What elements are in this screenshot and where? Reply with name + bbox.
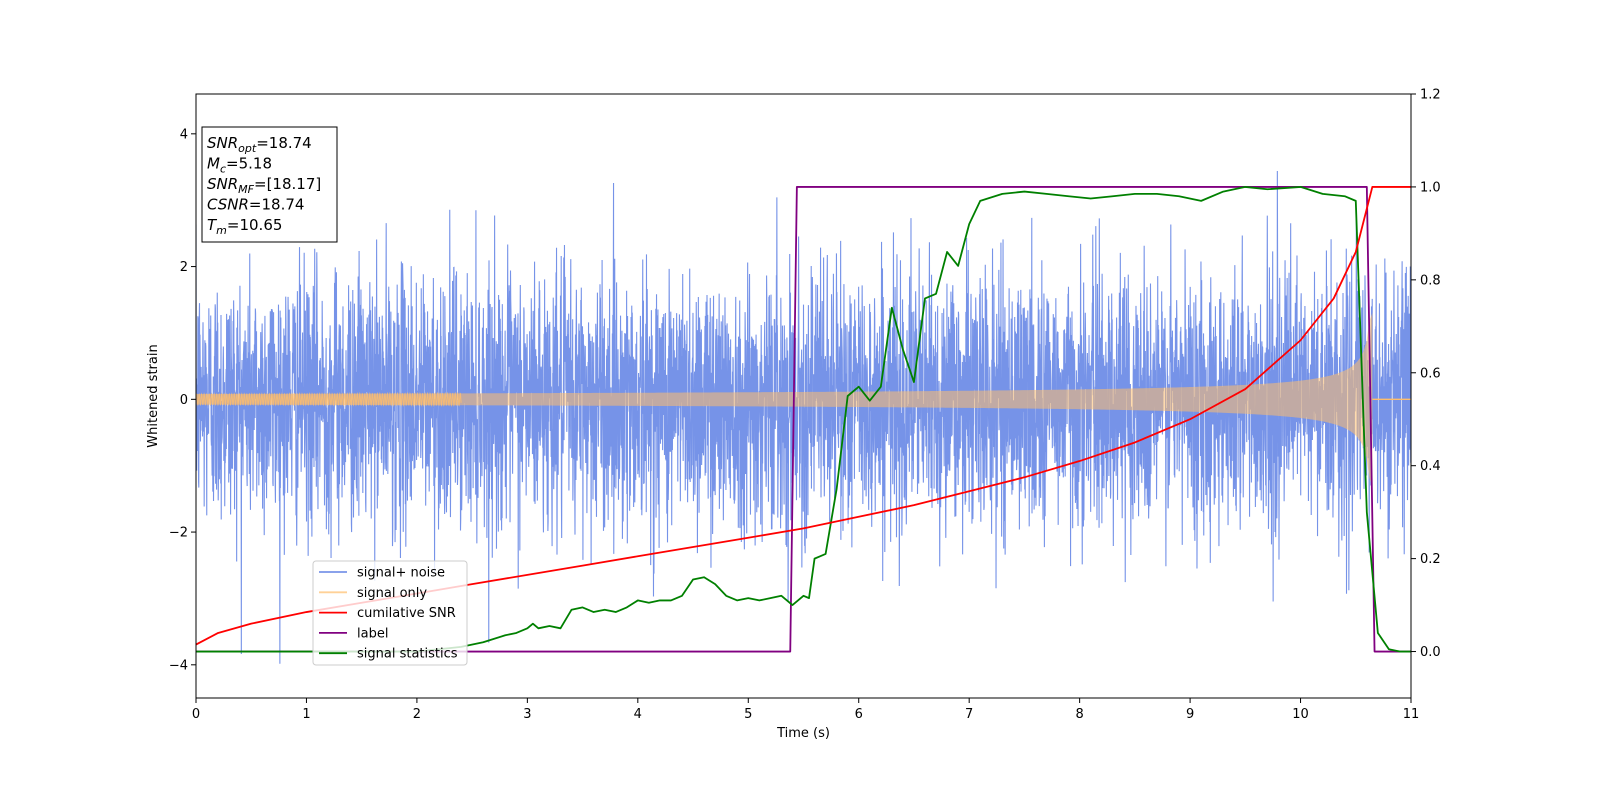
x-tick-label: 1 [302, 707, 310, 722]
y-axis-right: 0.0 0.2 0.4 0.6 0.8 1.0 1.2 [1411, 88, 1441, 660]
series-label-line [196, 186, 1411, 653]
y-tick-label: 2 [180, 260, 188, 275]
legend-label-signal-only: signal only [357, 586, 427, 601]
x-tick-label: 11 [1403, 707, 1420, 722]
x-tick-label: 3 [523, 707, 531, 722]
y-tick-label: 0 [180, 393, 188, 408]
y2-tick-label: 0.2 [1420, 552, 1441, 567]
annotation-line: SNRopt=18.74 [207, 134, 312, 155]
x-axis-label: Time (s) [776, 726, 830, 741]
legend: signal+ noise signal only cumilative SNR la… [312, 560, 468, 666]
x-tick-label: 9 [1186, 707, 1194, 722]
x-tick-label: 6 [855, 707, 863, 722]
y2-tick-label: 0.6 [1420, 366, 1441, 381]
series-signal-plus-noise [196, 170, 1411, 664]
series-signal-statistics-line [196, 186, 1411, 653]
x-tick-label: 8 [1075, 707, 1083, 722]
y2-tick-label: 0.8 [1420, 273, 1441, 288]
y2-tick-label: 1.2 [1420, 88, 1441, 103]
annotation-line: CSNR=18.74 [207, 196, 304, 214]
y-axis-left: −4 −2 0 2 4 [169, 127, 196, 673]
annotation-frame [201, 126, 338, 243]
annotation-line: Mc=5.18 [207, 155, 272, 176]
legend-label-cumilative-snr: cumilative SNR [357, 606, 456, 621]
x-tick-label: 4 [634, 707, 642, 722]
legend-label-signal-noise: signal+ noise [357, 566, 445, 581]
stats-annotation-box: SNRopt=18.74Mc=5.18SNRMF=[18.17]CSNR=18.… [201, 126, 338, 243]
x-tick-label: 2 [413, 707, 421, 722]
series-signal-only [196, 313, 1411, 486]
legend-frame [312, 560, 468, 666]
legend-label-label: label [357, 626, 388, 641]
x-tick-label: 5 [744, 707, 752, 722]
signal-only-line [196, 391, 462, 408]
y2-tick-label: 0.4 [1420, 459, 1441, 474]
y2-tick-label: 1.0 [1420, 180, 1441, 195]
x-tick-label: 7 [965, 707, 973, 722]
y-tick-label: −2 [169, 526, 188, 541]
annotation-line: Tm=10.65 [207, 216, 282, 237]
y-tick-label: −4 [169, 658, 188, 673]
signal-only-envelope [196, 313, 1373, 486]
y-axis-label: Whitened strain [146, 344, 161, 447]
plot-area-frame [195, 93, 1412, 699]
x-tick-label: 10 [1292, 707, 1309, 722]
y-tick-label: 4 [180, 127, 188, 142]
legend-label-signal-statistics: signal statistics [357, 647, 458, 662]
y2-tick-label: 0.0 [1420, 645, 1441, 660]
signal-plus-noise-line [196, 170, 1411, 664]
x-tick-label: 0 [192, 707, 200, 722]
annotation-line: SNRMF=[18.17] [207, 175, 321, 196]
x-axis: 0 1 2 3 4 5 6 7 8 9 10 11 [192, 698, 1419, 722]
